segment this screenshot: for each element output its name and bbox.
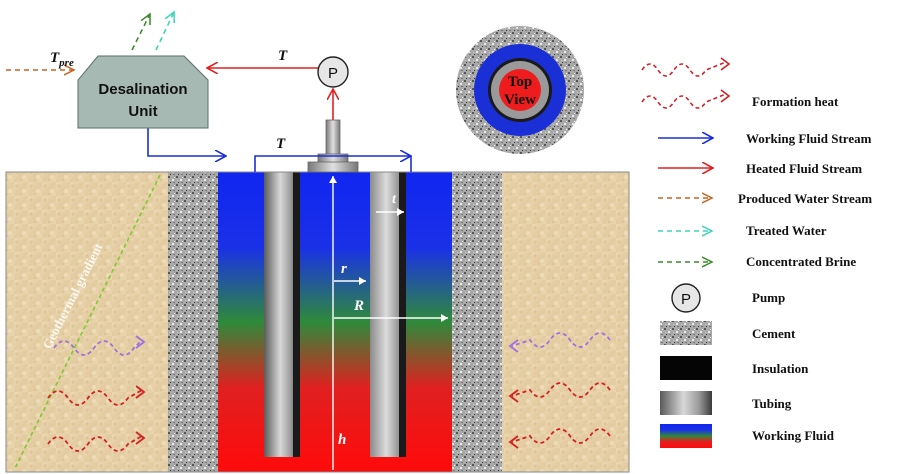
legend-heated-fluid-stream: Heated Fluid Stream [746, 161, 862, 176]
dimension-lines [329, 176, 448, 470]
legend-working-fluid-swatch [660, 424, 712, 448]
legend-formation-heat: Formation heat [752, 94, 839, 109]
legend-tubing: Tubing [752, 396, 792, 411]
desalination-label-line2: Unit [128, 103, 157, 120]
top-view-label-line2: View [504, 92, 536, 108]
dim-t-label: t [392, 192, 397, 207]
pump: P [317, 56, 349, 88]
legend-concentrated-brine: Concentrated Brine [746, 254, 856, 269]
legend-working-fluid-stream: Working Fluid Stream [746, 131, 872, 146]
legend-insulation-swatch [660, 356, 712, 380]
dim-R-label: R [353, 298, 364, 314]
legend-cement: Cement [752, 326, 796, 341]
formation-right [502, 172, 629, 472]
legend-working-fluid: Working Fluid [752, 428, 835, 443]
desalination-label-line1: Desalination [98, 81, 187, 98]
brine-outlet [131, 14, 150, 51]
legend-pump-symbol-text: P [681, 291, 691, 308]
wellhead-stem [325, 119, 341, 159]
working-fluid-column [218, 172, 452, 472]
geothermal-gradient-line [13, 174, 161, 471]
legend-cement-swatch [660, 321, 712, 345]
legend-tubing-swatch [660, 391, 712, 415]
temp-label-top: T [278, 48, 288, 64]
legend-formation-heat-symbol [641, 57, 731, 109]
legend: Formation heat Working Fluid Stream Heat… [641, 57, 872, 448]
wellhead-base [307, 161, 359, 173]
legend-treated-water: Treated Water [746, 223, 827, 238]
top-view-label-line1: Top [508, 74, 532, 90]
cement-right [452, 172, 502, 472]
pre-label: Tpre [50, 50, 74, 69]
temp-label-mid: T [276, 136, 286, 152]
top-view: Top View [456, 26, 584, 154]
pump-label: P [328, 65, 338, 82]
treated-water-outlet [155, 12, 174, 51]
formation-heat-waves [47, 332, 611, 452]
dim-h-label: h [338, 432, 346, 448]
cement-left [168, 172, 218, 472]
legend-insulation: Insulation [752, 361, 809, 376]
insulation-left [293, 172, 300, 457]
legend-produced-water-stream: Produced Water Stream [738, 191, 872, 206]
insulation-right [399, 172, 406, 457]
dim-r-label: r [341, 261, 347, 277]
working-fluid-pipe-annulus [254, 156, 410, 172]
working-fluid-pipe [147, 128, 225, 156]
desalination-unit: Desalination Unit [77, 55, 209, 129]
legend-pump: Pump [752, 290, 785, 305]
legend-pump-symbol: P [671, 283, 701, 313]
